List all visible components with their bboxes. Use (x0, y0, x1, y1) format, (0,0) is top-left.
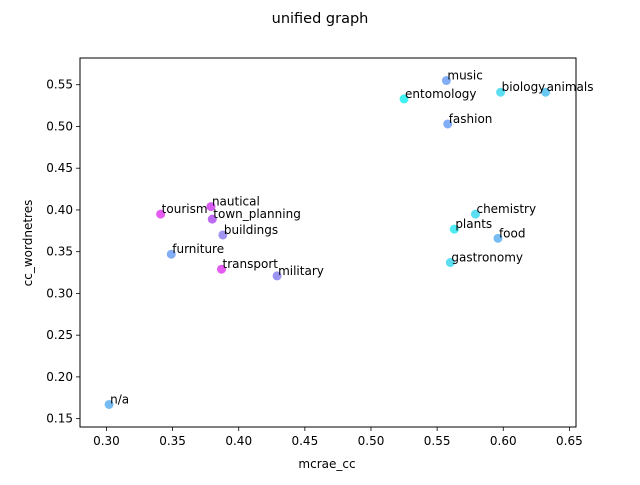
data-point (207, 214, 217, 224)
point-label: music (447, 69, 482, 83)
y-tick-label: 0.15 (46, 412, 73, 426)
x-tick-label: 0.30 (93, 434, 120, 448)
point-label: entomology (405, 87, 476, 101)
point-label: transport (223, 257, 279, 271)
point-label: food (499, 226, 526, 240)
data-point (166, 249, 176, 259)
point-label: buildings (224, 223, 278, 237)
plot-frame (79, 57, 577, 428)
point-label: military (278, 264, 324, 278)
point-label: chemistry (476, 202, 536, 216)
y-tick-label: 0.35 (46, 245, 73, 259)
data-point (399, 94, 409, 104)
x-tick-label: 0.40 (225, 434, 252, 448)
data-point (493, 233, 503, 243)
data-point (449, 224, 459, 234)
data-point (445, 258, 455, 268)
point-label: town_planning (213, 207, 301, 221)
x-tick-label: 0.45 (291, 434, 318, 448)
y-tick-label: 0.55 (46, 78, 73, 92)
y-axis: 0.15 0.20 0.25 0.30 0.35 0.40 0.45 0.50 0.55 (46, 78, 80, 426)
x-tick-label: 0.60 (490, 434, 517, 448)
point-label: furniture (172, 242, 224, 256)
point-label: nautical (212, 195, 260, 209)
data-point (104, 399, 114, 409)
data-point (441, 76, 451, 86)
data-point (156, 209, 166, 219)
point-label: animals (547, 80, 594, 94)
x-axis: 0.30 0.35 0.40 0.45 0.50 0.55 0.60 0.65 (93, 427, 583, 448)
point-label: fashion (449, 112, 493, 126)
data-point (272, 271, 282, 281)
x-tick-label: 0.65 (556, 434, 583, 448)
x-tick-label: 0.50 (358, 434, 385, 448)
points-layer (104, 76, 551, 409)
y-tick-label: 0.25 (46, 328, 73, 342)
y-tick-label: 0.40 (46, 203, 73, 217)
point-label: tourism (162, 202, 208, 216)
data-point (217, 264, 227, 274)
x-tick-label: 0.55 (424, 434, 451, 448)
point-label: plants (455, 217, 492, 231)
y-tick-label: 0.45 (46, 161, 73, 175)
y-axis-label: cc_wordnetres (21, 200, 35, 287)
x-tick-label: 0.35 (159, 434, 186, 448)
y-tick-label: 0.20 (46, 370, 73, 384)
data-point (541, 87, 551, 97)
point-label: biology (502, 80, 546, 94)
point-label: gastronomy (451, 251, 523, 265)
point-label: n/a (110, 392, 129, 406)
data-point (496, 87, 506, 97)
data-point (218, 230, 228, 240)
data-point (443, 119, 453, 129)
y-tick-label: 0.30 (46, 286, 73, 300)
data-point (470, 209, 480, 219)
data-point (206, 202, 216, 212)
chart-title: unified graph (272, 11, 369, 27)
y-tick-label: 0.50 (46, 119, 73, 133)
point-labels-layer: music biology animals entomology fashion naut… (110, 69, 593, 407)
x-axis-label: mcrae_cc (298, 457, 355, 471)
